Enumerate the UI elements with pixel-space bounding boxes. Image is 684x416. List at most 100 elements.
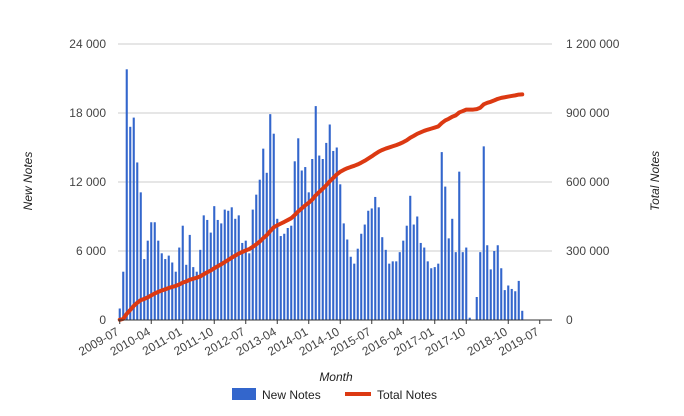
bar-new-notes	[297, 138, 300, 320]
bar-new-notes	[321, 159, 324, 320]
bar-new-notes	[346, 239, 349, 320]
bar-new-notes	[461, 252, 464, 320]
bar-new-notes	[507, 285, 510, 320]
y-left-tick-label: 0	[99, 313, 106, 327]
bar-new-notes	[430, 268, 433, 320]
bar-new-notes	[136, 162, 139, 320]
bar-new-notes	[454, 252, 457, 320]
bar-new-notes	[514, 291, 517, 320]
bar-new-notes	[440, 152, 443, 320]
bar-new-notes	[479, 252, 482, 320]
bar-new-notes	[223, 209, 226, 320]
bar-new-notes	[318, 155, 321, 320]
bar-new-notes	[381, 237, 384, 320]
bar-new-notes	[363, 224, 366, 320]
bar-new-notes	[500, 268, 503, 320]
bar-new-notes	[157, 240, 160, 320]
bar-new-notes	[486, 245, 489, 320]
bar-new-notes	[160, 253, 163, 320]
new-notes-bars	[118, 69, 524, 321]
bar-new-notes	[202, 215, 205, 320]
bar-new-notes	[482, 146, 485, 320]
legend-label-new-notes: New Notes	[262, 388, 321, 402]
bar-new-notes	[216, 219, 219, 320]
bar-new-notes	[332, 150, 335, 320]
bar-new-notes	[255, 194, 258, 320]
bar-new-notes	[419, 242, 422, 320]
y-left-tick-label: 12 000	[69, 175, 106, 189]
legend-swatch-new-notes	[232, 388, 256, 400]
bar-new-notes	[353, 263, 356, 320]
y-right-tick-label: 0	[566, 313, 573, 327]
bar-new-notes	[300, 170, 303, 320]
bar-new-notes	[213, 206, 216, 320]
bar-new-notes	[458, 171, 461, 320]
bar-new-notes	[444, 186, 447, 320]
bar-new-notes	[377, 207, 380, 320]
bar-new-notes	[220, 223, 223, 320]
bar-new-notes	[342, 223, 345, 320]
bar-new-notes	[304, 167, 307, 320]
x-axis-title: Month	[319, 370, 353, 384]
y-right-tick-label: 900 000	[566, 106, 610, 120]
bar-new-notes	[374, 196, 377, 320]
bar-new-notes	[510, 288, 513, 320]
bar-new-notes	[402, 240, 405, 320]
bar-new-notes	[276, 218, 279, 320]
legend-label-total-notes: Total Notes	[377, 388, 437, 402]
bar-new-notes	[265, 172, 268, 320]
bar-new-notes	[153, 222, 156, 320]
bar-new-notes	[416, 216, 419, 320]
bar-new-notes	[395, 261, 398, 320]
bar-new-notes	[122, 271, 125, 320]
bar-new-notes	[311, 159, 314, 320]
bar-new-notes	[293, 161, 296, 320]
bar-new-notes	[391, 261, 394, 320]
y-right-tick-label: 300 000	[566, 244, 610, 258]
bar-new-notes	[360, 233, 363, 320]
bar-new-notes	[244, 240, 247, 320]
bar-new-notes	[356, 248, 359, 320]
bar-new-notes	[335, 147, 338, 320]
y-right-tick-label: 1 200 000	[566, 37, 620, 51]
bar-new-notes	[447, 238, 450, 320]
bar-new-notes	[503, 290, 506, 320]
bar-new-notes	[339, 184, 342, 320]
bar-new-notes	[248, 253, 251, 320]
bar-new-notes	[349, 256, 352, 320]
bar-new-notes	[174, 271, 177, 320]
total-notes-line-layer	[117, 92, 525, 322]
bar-new-notes	[227, 210, 230, 320]
bar-new-notes	[199, 249, 202, 320]
right-axis-ticks: 0 300 000 600 000 900 000 1 200 000	[566, 37, 620, 327]
bar-new-notes	[206, 219, 209, 320]
bar-new-notes	[465, 247, 468, 320]
bar-new-notes	[195, 271, 198, 320]
bar-new-notes	[139, 192, 142, 320]
bar-new-notes	[125, 69, 128, 320]
bar-new-notes	[251, 209, 254, 320]
bar-new-notes	[143, 259, 146, 320]
y-axis-right-title: Total Notes	[648, 151, 662, 211]
bar-new-notes	[493, 251, 496, 320]
bar-new-notes	[405, 225, 408, 320]
bar-new-notes	[230, 207, 233, 320]
y-left-tick-label: 6 000	[76, 244, 106, 258]
bar-new-notes	[181, 225, 184, 320]
bar-new-notes	[521, 310, 524, 320]
bar-new-notes	[388, 263, 391, 320]
bar-new-notes	[150, 222, 153, 320]
bar-new-notes	[423, 247, 426, 320]
bar-new-notes	[132, 117, 135, 320]
bar-new-notes	[451, 218, 454, 320]
bar-new-notes	[286, 228, 289, 320]
bar-new-notes	[171, 262, 174, 320]
bar-new-notes	[475, 297, 478, 320]
bar-new-notes	[325, 142, 328, 320]
bar-new-notes	[192, 267, 195, 320]
bar-new-notes	[409, 195, 412, 320]
left-axis-ticks: 0 6 000 12 000 18 000 24 000	[69, 37, 106, 327]
bar-new-notes	[269, 114, 272, 321]
bar-new-notes	[307, 192, 310, 320]
